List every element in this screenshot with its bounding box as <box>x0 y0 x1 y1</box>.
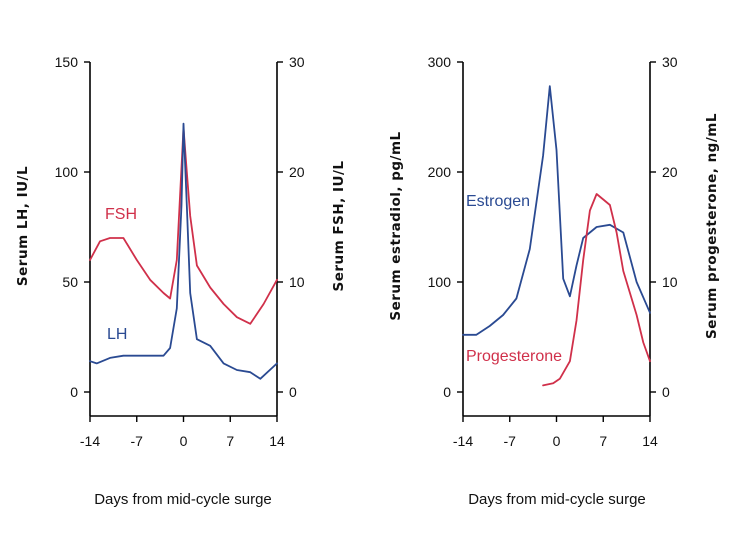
y-tick-label-left: 100 <box>428 274 452 290</box>
y-tick-label-right: 30 <box>289 54 305 70</box>
x-tick-label: -14 <box>453 433 473 449</box>
y-tick-label-left: 0 <box>70 384 78 400</box>
y-tick-label-left: 300 <box>428 54 452 70</box>
x-tick-label: 7 <box>226 433 234 449</box>
y-tick-label-right: 10 <box>662 274 678 290</box>
y-axis-title-right: Serum progesterone, ng/mL <box>704 113 720 339</box>
y-tick-label-left: 100 <box>55 164 79 180</box>
y-tick-label-right: 10 <box>289 274 305 290</box>
x-tick-label: -7 <box>131 433 144 449</box>
series-label-estrogen: Estrogen <box>466 193 530 210</box>
x-ticks: -14 -7 0 7 14 <box>453 416 658 449</box>
y-ticks-left: 0 50 100 150 <box>55 54 90 400</box>
x-ticks: -14 -7 0 7 14 <box>80 416 285 449</box>
y-axis-title-left: Serum estradiol, pg/mL <box>388 131 404 320</box>
y-tick-label-right: 20 <box>662 164 678 180</box>
series-label-lh: LH <box>107 326 127 343</box>
y-tick-label-left: 50 <box>62 274 78 290</box>
x-axis-title: Days from mid-cycle surge <box>94 491 272 508</box>
x-tick-label: 7 <box>599 433 607 449</box>
x-tick-label: -7 <box>504 433 517 449</box>
y-tick-label-right: 0 <box>289 384 297 400</box>
series-label-progesterone: Progesterone <box>466 348 562 365</box>
x-tick-label: 14 <box>642 433 658 449</box>
series-label-fsh: FSH <box>105 206 137 223</box>
y-tick-label-right: 20 <box>289 164 305 180</box>
series-layer <box>89 122 278 380</box>
x-tick-label: 14 <box>269 433 285 449</box>
y-tick-label-left: 200 <box>428 164 452 180</box>
series-line-estrogen <box>462 85 651 336</box>
x-tick-label: 0 <box>553 433 561 449</box>
y-tick-label-left: 0 <box>443 384 451 400</box>
y-tick-label-left: 150 <box>55 54 79 70</box>
y-ticks-left: 0 100 200 300 <box>428 54 463 400</box>
y-tick-label-right: 30 <box>662 54 678 70</box>
chart-estradiol-progesterone: 0 100 200 300 0 10 20 30 -14 -7 0 7 14 Serum estra… <box>388 54 720 508</box>
series-line-lh <box>89 122 278 380</box>
series-line-progesterone <box>542 193 651 387</box>
x-tick-label: 0 <box>180 433 188 449</box>
y-ticks-right: 0 10 20 30 <box>650 54 678 400</box>
series-layer <box>462 85 651 387</box>
chart-lh-fsh: 0 50 100 150 0 10 20 30 -14 -7 0 7 14 Serum LH, IU… <box>15 54 347 508</box>
y-ticks-right: 0 10 20 30 <box>277 54 305 400</box>
x-tick-label: -14 <box>80 433 100 449</box>
y-tick-label-right: 0 <box>662 384 670 400</box>
y-axis-title-right: Serum FSH, IU/L <box>331 160 347 291</box>
x-axis-title: Days from mid-cycle surge <box>468 491 646 508</box>
y-axis-title-left: Serum LH, IU/L <box>15 166 31 286</box>
